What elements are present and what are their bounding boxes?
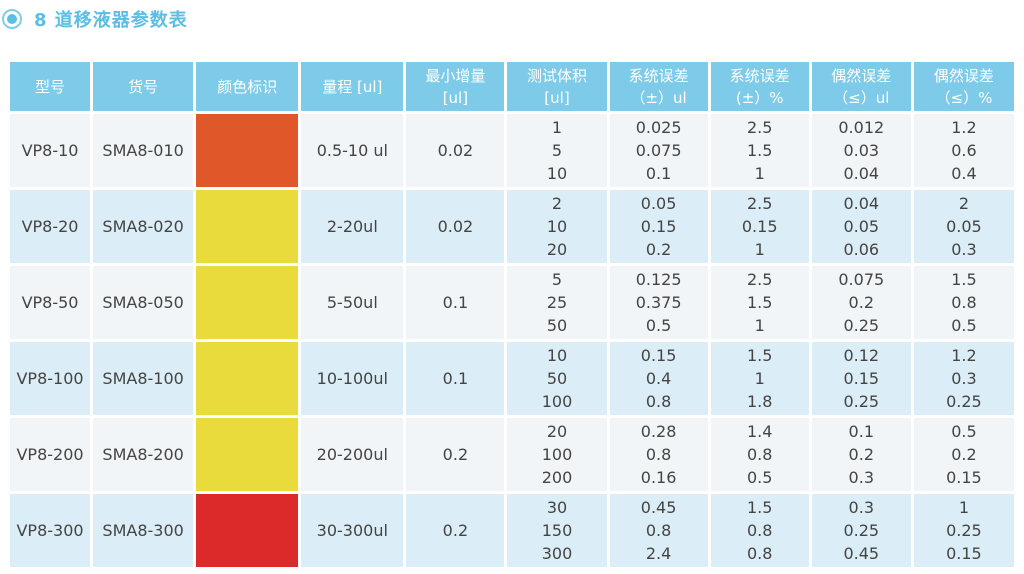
cell-model: VP8-100 — [10, 342, 91, 415]
color-swatch — [196, 114, 299, 187]
cell-test-volume: 2 10 20 — [507, 190, 607, 263]
title-row: 8 道移液器参数表 — [2, 4, 188, 34]
cell-color-code — [196, 494, 299, 567]
cell-model: VP8-50 — [10, 266, 91, 339]
pipette-spec-table: 型号 货号 颜色标识 量程 [ul] 最小增量 [ul] 测试体积 [ul] 系统误… — [7, 59, 1017, 570]
table-row: VP8-20 SMA8-020 2-20ul 0.02 2 10 20 0.05 0.15 0.2… — [10, 190, 1014, 263]
cell-sku: SMA8-020 — [93, 190, 194, 263]
cell-random-error-pct: 1.2 0.3 0.25 — [913, 342, 1014, 415]
cell-min-increment: 0.1 — [406, 342, 505, 415]
cell-range: 30-300ul — [301, 494, 404, 567]
cell-model: VP8-200 — [10, 418, 91, 491]
cell-systematic-error-ul: 0.45 0.8 2.4 — [609, 494, 708, 567]
cell-systematic-error-ul: 0.15 0.4 0.8 — [609, 342, 708, 415]
cell-model: VP8-10 — [10, 114, 91, 187]
cell-random-error-pct: 1 0.25 0.15 — [913, 494, 1014, 567]
cell-systematic-error-pct: 2.5 1.5 1 — [710, 114, 809, 187]
cell-random-error-ul: 0.1 0.2 0.3 — [811, 418, 911, 491]
header-systematic-error-ul: 系统误差 （±）ul — [609, 62, 708, 111]
table-row: VP8-200 SMA8-200 20-200ul 0.2 20 100 200 0.28 0.… — [10, 418, 1014, 491]
cell-random-error-ul: 0.012 0.03 0.04 — [811, 114, 911, 187]
cell-sku: SMA8-010 — [93, 114, 194, 187]
cell-color-code — [196, 342, 299, 415]
cell-sku: SMA8-200 — [93, 418, 194, 491]
cell-color-code — [196, 190, 299, 263]
color-swatch — [196, 190, 299, 263]
color-swatch — [196, 418, 299, 491]
cell-test-volume: 20 100 200 — [507, 418, 607, 491]
page-title: 8 道移液器参数表 — [34, 10, 188, 31]
color-swatch — [196, 494, 299, 567]
header-model: 型号 — [10, 62, 91, 111]
cell-systematic-error-pct: 1.5 1 1.8 — [710, 342, 809, 415]
table-row: VP8-100 SMA8-100 10-100ul 0.1 10 50 100 0.15 0.4… — [10, 342, 1014, 415]
cell-range: 0.5-10 ul — [301, 114, 404, 187]
cell-random-error-ul: 0.075 0.2 0.25 — [811, 266, 911, 339]
table-header-row: 型号 货号 颜色标识 量程 [ul] 最小增量 [ul] 测试体积 [ul] 系统误… — [10, 62, 1014, 111]
header-range: 量程 [ul] — [301, 62, 404, 111]
cell-range: 20-200ul — [301, 418, 404, 491]
cell-min-increment: 0.2 — [406, 418, 505, 491]
cell-test-volume: 5 25 50 — [507, 266, 607, 339]
bullet-circle-icon — [2, 9, 22, 29]
cell-min-increment: 0.1 — [406, 266, 505, 339]
cell-random-error-ul: 0.3 0.25 0.45 — [811, 494, 911, 567]
cell-random-error-pct: 0.5 0.2 0.15 — [913, 418, 1014, 491]
cell-min-increment: 0.2 — [406, 494, 505, 567]
header-color-code: 颜色标识 — [196, 62, 299, 111]
header-test-volume: 测试体积 [ul] — [507, 62, 607, 111]
cell-systematic-error-pct: 2.5 0.15 1 — [710, 190, 809, 263]
cell-systematic-error-ul: 0.28 0.8 0.16 — [609, 418, 708, 491]
cell-sku: SMA8-050 — [93, 266, 194, 339]
color-swatch — [196, 266, 299, 339]
cell-random-error-pct: 1.5 0.8 0.5 — [913, 266, 1014, 339]
table-row: VP8-300 SMA8-300 30-300ul 0.2 30 150 300 0.45 0.… — [10, 494, 1014, 567]
table-row: VP8-50 SMA8-050 5-50ul 0.1 5 25 50 0.125 0.375 0.… — [10, 266, 1014, 339]
cell-systematic-error-pct: 1.5 0.8 0.8 — [710, 494, 809, 567]
cell-model: VP8-20 — [10, 190, 91, 263]
cell-min-increment: 0.02 — [406, 190, 505, 263]
cell-min-increment: 0.02 — [406, 114, 505, 187]
cell-color-code — [196, 418, 299, 491]
cell-systematic-error-ul: 0.025 0.075 0.1 — [609, 114, 708, 187]
cell-systematic-error-pct: 1.4 0.8 0.5 — [710, 418, 809, 491]
header-min-increment: 最小增量 [ul] — [406, 62, 505, 111]
cell-sku: SMA8-300 — [93, 494, 194, 567]
cell-range: 10-100ul — [301, 342, 404, 415]
cell-range: 5-50ul — [301, 266, 404, 339]
header-systematic-error-pct: 系统误差 (±）% — [710, 62, 809, 111]
cell-systematic-error-pct: 2.5 1.5 1 — [710, 266, 809, 339]
cell-random-error-pct: 2 0.05 0.3 — [913, 190, 1014, 263]
cell-systematic-error-ul: 0.125 0.375 0.5 — [609, 266, 708, 339]
cell-color-code — [196, 114, 299, 187]
cell-sku: SMA8-100 — [93, 342, 194, 415]
header-sku: 货号 — [93, 62, 194, 111]
cell-model: VP8-300 — [10, 494, 91, 567]
header-random-error-pct: 偶然误差 （≤）% — [913, 62, 1014, 111]
cell-test-volume: 30 150 300 — [507, 494, 607, 567]
cell-color-code — [196, 266, 299, 339]
table-row: VP8-10 SMA8-010 0.5-10 ul 0.02 1 5 10 0.025 0.07… — [10, 114, 1014, 187]
header-random-error-ul: 偶然误差 （≤）ul — [811, 62, 911, 111]
cell-random-error-ul: 0.04 0.05 0.06 — [811, 190, 911, 263]
cell-test-volume: 10 50 100 — [507, 342, 607, 415]
cell-random-error-pct: 1.2 0.6 0.4 — [913, 114, 1014, 187]
cell-test-volume: 1 5 10 — [507, 114, 607, 187]
color-swatch — [196, 342, 299, 415]
cell-range: 2-20ul — [301, 190, 404, 263]
cell-systematic-error-ul: 0.05 0.15 0.2 — [609, 190, 708, 263]
cell-random-error-ul: 0.12 0.15 0.25 — [811, 342, 911, 415]
